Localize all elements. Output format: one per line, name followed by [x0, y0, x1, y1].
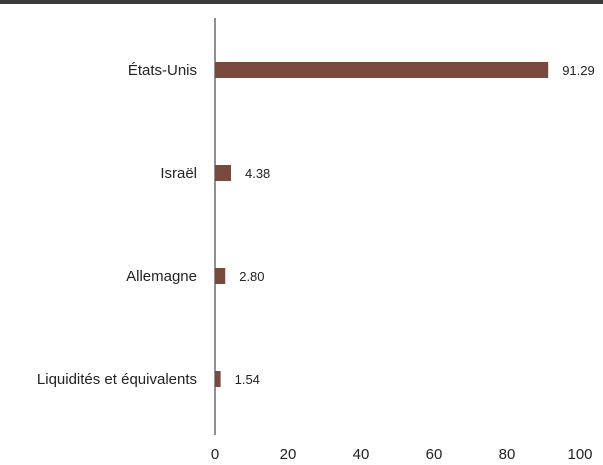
- x-tick-label: 40: [353, 446, 370, 463]
- category-label: États-Unis: [128, 62, 197, 79]
- bar: [215, 165, 231, 181]
- category-label: Israël: [160, 165, 197, 182]
- x-tick-label: 20: [280, 446, 297, 463]
- x-tick-label: 100: [567, 446, 592, 463]
- x-tick-label: 60: [426, 446, 443, 463]
- bar: [215, 371, 221, 387]
- x-tick-label: 80: [499, 446, 516, 463]
- bar: [215, 268, 226, 284]
- category-label: Liquidités et équivalents: [37, 371, 197, 388]
- value-label: 2.80: [239, 269, 264, 284]
- value-label: 91.29: [562, 63, 595, 78]
- category-label: Allemagne: [126, 268, 197, 285]
- value-label: 4.38: [245, 166, 270, 181]
- top-rule: [0, 0, 603, 4]
- bar: [215, 62, 549, 78]
- value-label: 1.54: [235, 372, 260, 387]
- x-tick-label: 0: [211, 446, 219, 463]
